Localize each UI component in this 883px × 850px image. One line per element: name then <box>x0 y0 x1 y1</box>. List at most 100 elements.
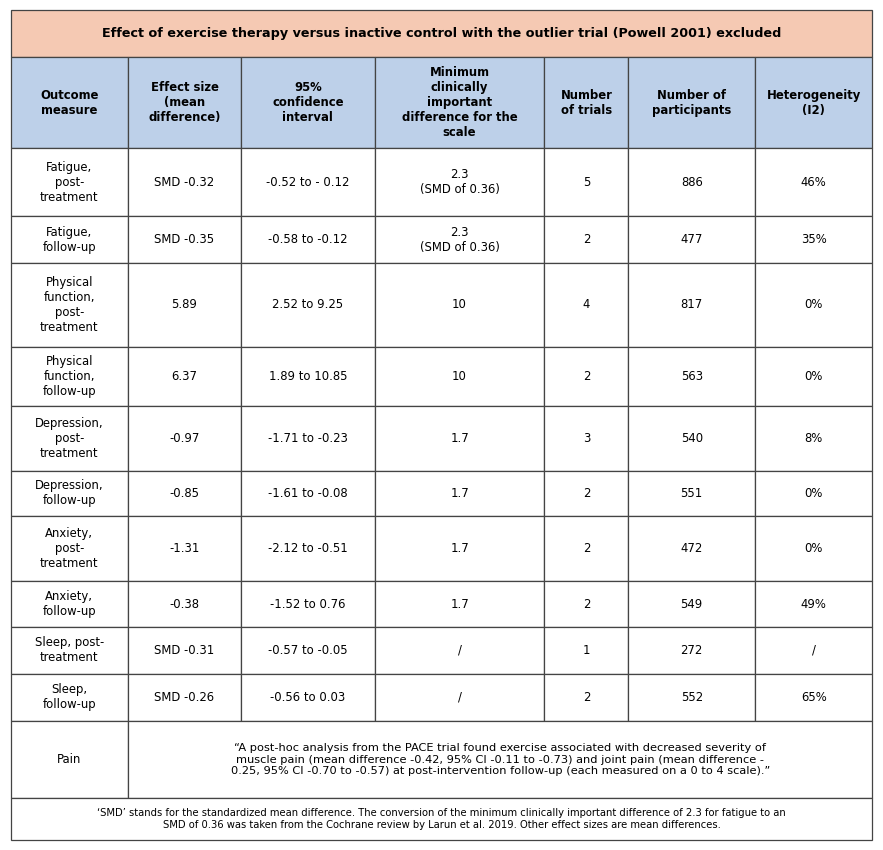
Bar <box>629 148 755 216</box>
Bar <box>128 626 241 674</box>
Bar <box>241 581 374 626</box>
Text: 272: 272 <box>681 643 703 657</box>
Text: 0%: 0% <box>804 487 823 500</box>
Text: 95%
confidence
interval: 95% confidence interval <box>272 82 343 124</box>
Text: -1.61 to -0.08: -1.61 to -0.08 <box>268 487 348 500</box>
Bar <box>241 148 374 216</box>
Bar <box>545 674 629 721</box>
Text: Physical
function,
post-
treatment: Physical function, post- treatment <box>40 276 99 334</box>
Text: 35%: 35% <box>801 233 826 246</box>
Bar <box>545 626 629 674</box>
Bar <box>755 57 872 148</box>
Text: 2: 2 <box>583 691 590 704</box>
Bar <box>545 581 629 626</box>
Bar <box>629 347 755 405</box>
Bar <box>128 674 241 721</box>
Text: Sleep, post-
treatment: Sleep, post- treatment <box>34 637 104 665</box>
Text: -2.12 to -0.51: -2.12 to -0.51 <box>268 542 348 555</box>
Bar <box>545 148 629 216</box>
Bar <box>11 721 128 798</box>
Text: 549: 549 <box>681 598 703 610</box>
Text: 2: 2 <box>583 542 590 555</box>
Bar <box>374 471 545 516</box>
Bar <box>629 674 755 721</box>
Text: 10: 10 <box>452 370 467 382</box>
Bar <box>755 148 872 216</box>
Text: 2: 2 <box>583 487 590 500</box>
Bar <box>11 148 128 216</box>
Bar <box>755 216 872 264</box>
Bar <box>629 581 755 626</box>
Text: Outcome
measure: Outcome measure <box>40 88 99 116</box>
Bar <box>11 57 128 148</box>
Bar <box>11 216 128 264</box>
Text: 10: 10 <box>452 298 467 311</box>
Bar <box>374 516 545 581</box>
Text: SMD -0.26: SMD -0.26 <box>155 691 215 704</box>
Text: 0%: 0% <box>804 542 823 555</box>
Text: 8%: 8% <box>804 432 823 445</box>
Bar <box>11 405 128 471</box>
Bar <box>241 626 374 674</box>
Text: SMD -0.35: SMD -0.35 <box>155 233 215 246</box>
Text: Anxiety,
post-
treatment: Anxiety, post- treatment <box>40 527 99 570</box>
Text: 6.37: 6.37 <box>171 370 198 382</box>
Text: /: / <box>457 643 462 657</box>
Bar <box>374 626 545 674</box>
Bar <box>241 405 374 471</box>
Text: 477: 477 <box>681 233 703 246</box>
Text: -1.52 to 0.76: -1.52 to 0.76 <box>270 598 345 610</box>
Text: 540: 540 <box>681 432 703 445</box>
Text: 0%: 0% <box>804 370 823 382</box>
Bar <box>755 674 872 721</box>
Text: 552: 552 <box>681 691 703 704</box>
Text: Depression,
follow-up: Depression, follow-up <box>35 479 103 507</box>
Bar <box>128 57 241 148</box>
Text: 2: 2 <box>583 598 590 610</box>
Bar <box>755 347 872 405</box>
Text: 563: 563 <box>681 370 703 382</box>
Text: 1.7: 1.7 <box>450 487 469 500</box>
Bar <box>241 471 374 516</box>
Bar <box>629 264 755 347</box>
Text: /: / <box>811 643 816 657</box>
Bar <box>11 798 872 840</box>
Text: 886: 886 <box>681 175 703 189</box>
Bar <box>629 405 755 471</box>
Text: “A post-hoc analysis from the PACE trial found exercise associated with decrease: “A post-hoc analysis from the PACE trial… <box>230 743 770 776</box>
Text: -0.57 to -0.05: -0.57 to -0.05 <box>268 643 348 657</box>
Text: /: / <box>457 691 462 704</box>
Text: 3: 3 <box>583 432 590 445</box>
Text: 2.52 to 9.25: 2.52 to 9.25 <box>272 298 343 311</box>
Bar <box>241 674 374 721</box>
Text: Effect size
(mean
difference): Effect size (mean difference) <box>148 82 221 124</box>
Bar <box>755 471 872 516</box>
Bar <box>374 57 545 148</box>
Text: SMD -0.32: SMD -0.32 <box>155 175 215 189</box>
Text: 5: 5 <box>583 175 590 189</box>
Bar <box>545 264 629 347</box>
Text: SMD -0.31: SMD -0.31 <box>155 643 215 657</box>
Text: Depression,
post-
treatment: Depression, post- treatment <box>35 416 103 460</box>
Text: 2: 2 <box>583 233 590 246</box>
Bar <box>545 471 629 516</box>
Text: 4: 4 <box>583 298 590 311</box>
Text: 65%: 65% <box>801 691 826 704</box>
Bar <box>11 626 128 674</box>
Bar <box>755 581 872 626</box>
Text: -1.71 to -0.23: -1.71 to -0.23 <box>268 432 348 445</box>
Text: Number
of trials: Number of trials <box>561 88 613 116</box>
Bar <box>128 148 241 216</box>
Text: 551: 551 <box>681 487 703 500</box>
Text: Physical
function,
follow-up: Physical function, follow-up <box>42 354 96 398</box>
Bar <box>128 347 241 405</box>
Bar <box>11 516 128 581</box>
Bar <box>374 674 545 721</box>
Bar <box>545 216 629 264</box>
Bar <box>128 721 872 798</box>
Text: ‘SMD’ stands for the standardized mean difference. The conversion of the minimum: ‘SMD’ stands for the standardized mean d… <box>97 808 786 830</box>
Text: -0.85: -0.85 <box>170 487 200 500</box>
Bar <box>374 148 545 216</box>
Text: Minimum
clinically
important
difference for the
scale: Minimum clinically important difference … <box>402 66 517 139</box>
Bar <box>374 581 545 626</box>
